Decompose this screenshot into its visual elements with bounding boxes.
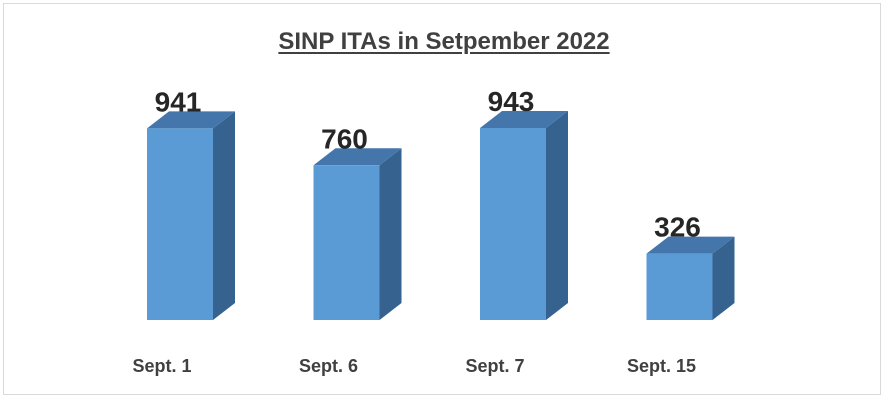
bar-3 — [480, 128, 546, 320]
category-label-4: Sept. 15 — [627, 356, 696, 376]
bar-side-4 — [712, 236, 735, 320]
bar-top-2 — [313, 148, 402, 166]
data-label-3: 943 — [488, 86, 535, 117]
bar-top-3 — [480, 111, 568, 128]
bar-top-1 — [147, 111, 235, 129]
bar-side-1 — [213, 111, 235, 320]
category-label-2: Sept. 6 — [299, 356, 358, 376]
bar-side-2 — [379, 148, 402, 320]
category-label-1: Sept. 1 — [132, 356, 191, 376]
chart-title: SINP ITAs in Setpember 2022 — [278, 28, 610, 55]
bar-2 — [313, 165, 380, 320]
bar-4 — [646, 253, 713, 320]
bar-top-4 — [646, 236, 735, 254]
data-label-2: 760 — [321, 123, 368, 154]
bar-side-3 — [546, 111, 568, 320]
category-label-3: Sept. 7 — [465, 356, 524, 376]
data-label-1: 941 — [155, 86, 202, 117]
data-label-4: 326 — [654, 212, 701, 243]
bar-1 — [147, 128, 213, 320]
